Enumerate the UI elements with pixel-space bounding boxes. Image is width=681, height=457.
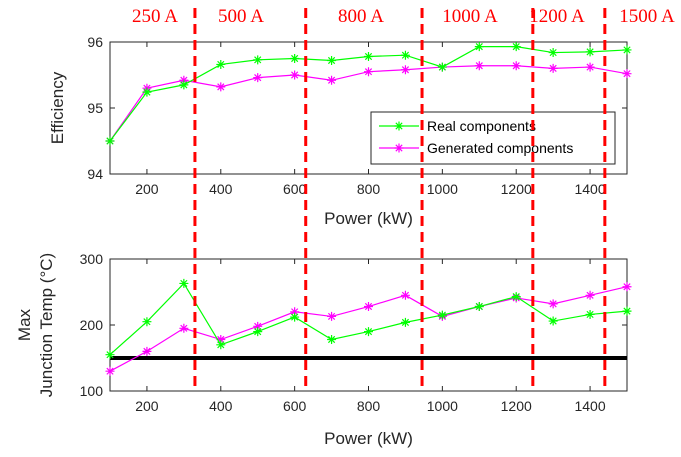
- x-tick-label: 200: [135, 398, 159, 414]
- current-label: 800 A: [338, 6, 384, 27]
- data-point-generated-components: [105, 366, 115, 376]
- data-point-real-components: [253, 55, 263, 65]
- x-tick-label: 800: [357, 398, 381, 414]
- data-point-generated-components: [585, 62, 595, 72]
- y-axis-label: Efficiency: [48, 71, 67, 144]
- x-tick-label: 800: [357, 181, 381, 197]
- legend-marker-generated-components: [394, 143, 404, 153]
- junction-temp-plot: 200 400 600 800 1000 1200 1400 100 200 300 Power (…: [15, 251, 632, 448]
- y-tick-label: 94: [87, 166, 103, 182]
- data-point-real-components: [400, 50, 410, 60]
- data-point-generated-components: [179, 75, 189, 85]
- x-tick-label: 1200: [501, 181, 532, 197]
- data-point-real-components: [511, 42, 521, 52]
- x-tick-label: 1200: [501, 398, 532, 414]
- efficiency-plot: 200 400 600 800 1000 1200 1400 94 95 96 Power (kW)…: [48, 34, 632, 228]
- x-axis-label: Power (kW): [324, 429, 413, 448]
- data-point-real-components: [179, 80, 189, 90]
- data-point-real-components: [585, 47, 595, 57]
- y-tick-label: 95: [87, 100, 103, 116]
- legend-label: Generated components: [427, 140, 573, 156]
- data-point-generated-components: [216, 82, 226, 92]
- data-point-real-components: [585, 309, 595, 319]
- x-tick-label: 1400: [574, 398, 605, 414]
- data-point-generated-components: [511, 61, 521, 71]
- data-point-real-components: [548, 48, 558, 58]
- data-point-real-components: [142, 317, 152, 327]
- data-point-real-components: [437, 310, 447, 320]
- data-point-generated-components: [179, 323, 189, 333]
- data-point-real-components: [400, 317, 410, 327]
- x-tick-label: 1000: [427, 398, 458, 414]
- x-tick-label: 1000: [427, 181, 458, 197]
- data-point-generated-components: [585, 290, 595, 300]
- data-point-generated-components: [400, 290, 410, 300]
- data-point-generated-components: [548, 299, 558, 309]
- current-label: 1200 A: [529, 6, 585, 27]
- data-point-generated-components: [216, 335, 226, 345]
- data-point-real-components: [142, 87, 152, 97]
- data-point-real-components: [105, 350, 115, 360]
- x-tick-label: 200: [135, 181, 159, 197]
- data-point-real-components: [327, 335, 337, 345]
- data-point-real-components: [253, 327, 263, 337]
- x-axis-label: Power (kW): [324, 209, 413, 228]
- data-point-real-components: [179, 278, 189, 288]
- data-point-generated-components: [622, 69, 632, 79]
- data-point-generated-components: [364, 302, 373, 312]
- data-point-real-components: [474, 42, 484, 52]
- x-tick-label: 400: [209, 181, 233, 197]
- y-tick-label: 200: [80, 317, 104, 333]
- y-tick-label: 96: [87, 34, 103, 50]
- data-point-generated-components: [290, 307, 300, 317]
- current-label: 1000 A: [442, 6, 498, 27]
- y-axis-label: Junction Temp (°C): [37, 253, 56, 397]
- current-label: 250 A: [132, 6, 178, 27]
- x-tick-label: 600: [283, 398, 307, 414]
- data-point-real-components: [364, 327, 373, 337]
- data-point-generated-components: [622, 282, 632, 292]
- data-point-real-components: [105, 136, 115, 146]
- y-tick-label: 100: [80, 383, 104, 399]
- x-tick-label: 1400: [574, 181, 605, 197]
- x-tick-label: 400: [209, 398, 233, 414]
- data-point-generated-components: [548, 63, 558, 73]
- data-point-generated-components: [474, 61, 484, 71]
- legend-label: Real components: [427, 118, 536, 134]
- data-point-real-components: [511, 292, 521, 302]
- current-label: 1500 A: [619, 6, 675, 27]
- data-point-real-components: [548, 316, 558, 326]
- data-point-generated-components: [327, 75, 337, 85]
- data-point-generated-components: [400, 65, 410, 75]
- current-boundaries: 250 A 500 A 800 A 1000 A 1200 A 1500 A: [132, 6, 675, 391]
- data-point-real-components: [216, 340, 226, 350]
- y-axis-label: Max: [15, 308, 34, 341]
- data-point-real-components: [437, 62, 447, 72]
- data-point-generated-components: [142, 346, 152, 356]
- data-point-generated-components: [253, 321, 263, 331]
- data-point-real-components: [216, 59, 226, 69]
- x-tick-label: 600: [283, 181, 307, 197]
- data-point-real-components: [327, 55, 337, 65]
- data-point-generated-components: [290, 70, 300, 80]
- legend-marker-real-components: [394, 121, 404, 131]
- data-point-real-components: [622, 45, 632, 55]
- data-point-real-components: [474, 302, 484, 312]
- data-point-real-components: [364, 52, 373, 62]
- legend-box: [370, 111, 616, 165]
- data-point-generated-components: [327, 311, 337, 321]
- data-point-real-components: [290, 312, 300, 322]
- current-label: 500 A: [218, 6, 264, 27]
- y-tick-label: 300: [80, 251, 104, 267]
- data-point-generated-components: [364, 67, 373, 77]
- data-point-generated-components: [253, 73, 263, 83]
- data-point-real-components: [622, 306, 632, 316]
- data-point-real-components: [290, 54, 300, 63]
